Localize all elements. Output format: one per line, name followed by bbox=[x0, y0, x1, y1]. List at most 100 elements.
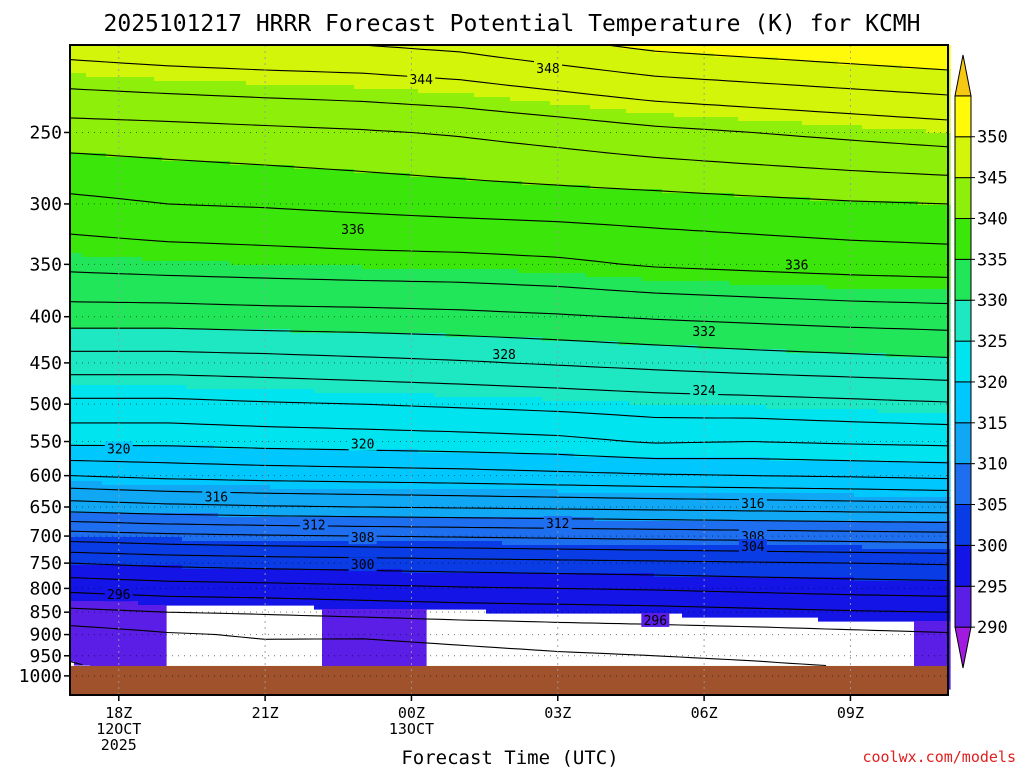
field-cell bbox=[514, 489, 519, 518]
field-cell bbox=[898, 45, 903, 66]
field-cell bbox=[774, 545, 779, 578]
field-cell bbox=[886, 289, 891, 358]
field-cell bbox=[862, 497, 867, 522]
field-cell bbox=[454, 337, 459, 398]
field-cell bbox=[778, 577, 783, 618]
field-cell bbox=[754, 545, 759, 578]
field-cell bbox=[478, 397, 483, 454]
field-cell bbox=[806, 521, 811, 546]
field-cell bbox=[542, 185, 547, 274]
field-cell bbox=[910, 461, 915, 498]
field-cell bbox=[786, 577, 791, 618]
field-cell bbox=[414, 393, 419, 450]
field-cell bbox=[250, 329, 255, 390]
field-cell bbox=[490, 397, 495, 454]
field-cell bbox=[790, 285, 795, 354]
field-cell bbox=[862, 409, 867, 462]
field-cell bbox=[146, 537, 151, 566]
field-cell bbox=[174, 385, 179, 446]
field-cell bbox=[582, 545, 587, 574]
field-cell bbox=[150, 261, 155, 330]
isentrope-line bbox=[70, 327, 949, 358]
field-cell bbox=[654, 281, 659, 346]
field-cell bbox=[942, 205, 947, 290]
field-cell bbox=[230, 449, 235, 486]
field-cell bbox=[290, 45, 295, 86]
field-cell bbox=[358, 609, 363, 690]
field-cell bbox=[626, 401, 631, 458]
field-cell bbox=[702, 521, 707, 546]
field-cell bbox=[118, 385, 123, 446]
field-cell bbox=[86, 601, 91, 666]
field-cell bbox=[330, 449, 335, 490]
field-cell bbox=[614, 521, 619, 546]
field-cell bbox=[498, 541, 503, 574]
field-cell bbox=[822, 521, 827, 546]
field-cell bbox=[782, 409, 787, 462]
field-cell bbox=[318, 393, 323, 450]
field-cell bbox=[686, 193, 691, 282]
field-cell bbox=[70, 601, 75, 662]
field-cell bbox=[594, 401, 599, 458]
isentrope-line bbox=[70, 397, 949, 426]
field-cell bbox=[914, 413, 919, 462]
field-cell bbox=[354, 173, 359, 266]
field-cell bbox=[874, 521, 879, 550]
field-cell bbox=[218, 517, 223, 542]
field-cell bbox=[510, 269, 515, 338]
field-cell bbox=[226, 161, 231, 262]
field-cell bbox=[330, 265, 335, 334]
field-cell bbox=[942, 133, 947, 206]
field-cell bbox=[606, 109, 611, 190]
field-cell bbox=[654, 457, 659, 494]
field-cell bbox=[874, 289, 879, 354]
field-cell bbox=[650, 345, 655, 406]
field-cell bbox=[278, 85, 283, 166]
field-cell bbox=[590, 45, 595, 110]
field-cell bbox=[854, 353, 859, 410]
field-cell bbox=[470, 337, 475, 398]
field-cell bbox=[342, 45, 347, 86]
field-cell bbox=[370, 269, 375, 334]
field-cell bbox=[266, 165, 271, 266]
field-cell bbox=[186, 329, 191, 390]
field-cell bbox=[710, 45, 715, 54]
field-cell bbox=[346, 541, 351, 570]
field-cell bbox=[670, 345, 675, 406]
field-cell bbox=[422, 269, 427, 334]
isentrope-line bbox=[69, 233, 949, 278]
field-cell bbox=[258, 389, 263, 450]
field-cell bbox=[298, 489, 303, 518]
field-cell bbox=[78, 45, 83, 74]
field-cell bbox=[802, 285, 807, 354]
field-cell bbox=[678, 577, 683, 614]
field-cell bbox=[210, 161, 215, 262]
field-cell bbox=[546, 573, 551, 614]
field-cell bbox=[238, 165, 243, 266]
y-tick-label: 300 bbox=[29, 194, 62, 215]
field-cell bbox=[334, 541, 339, 570]
field-cell bbox=[426, 269, 431, 334]
field-cell bbox=[370, 609, 375, 690]
field-cell bbox=[342, 393, 347, 450]
field-cell bbox=[434, 397, 439, 454]
field-cell bbox=[890, 201, 895, 290]
field-cell bbox=[490, 517, 495, 542]
field-cell bbox=[782, 349, 787, 410]
field-cell bbox=[98, 601, 103, 670]
field-cell bbox=[650, 113, 655, 190]
field-cell bbox=[526, 489, 531, 518]
field-cell bbox=[702, 349, 707, 406]
field-cell bbox=[418, 45, 423, 94]
field-cell bbox=[618, 401, 623, 458]
field-cell bbox=[758, 285, 763, 350]
field-cell bbox=[398, 541, 403, 570]
field-cell bbox=[834, 289, 839, 354]
field-cell bbox=[678, 117, 683, 194]
field-cell bbox=[502, 453, 507, 490]
field-cell bbox=[222, 569, 227, 606]
field-cell bbox=[922, 129, 927, 206]
field-cell bbox=[318, 569, 323, 610]
field-cell bbox=[854, 581, 859, 622]
field-cell bbox=[722, 193, 727, 282]
